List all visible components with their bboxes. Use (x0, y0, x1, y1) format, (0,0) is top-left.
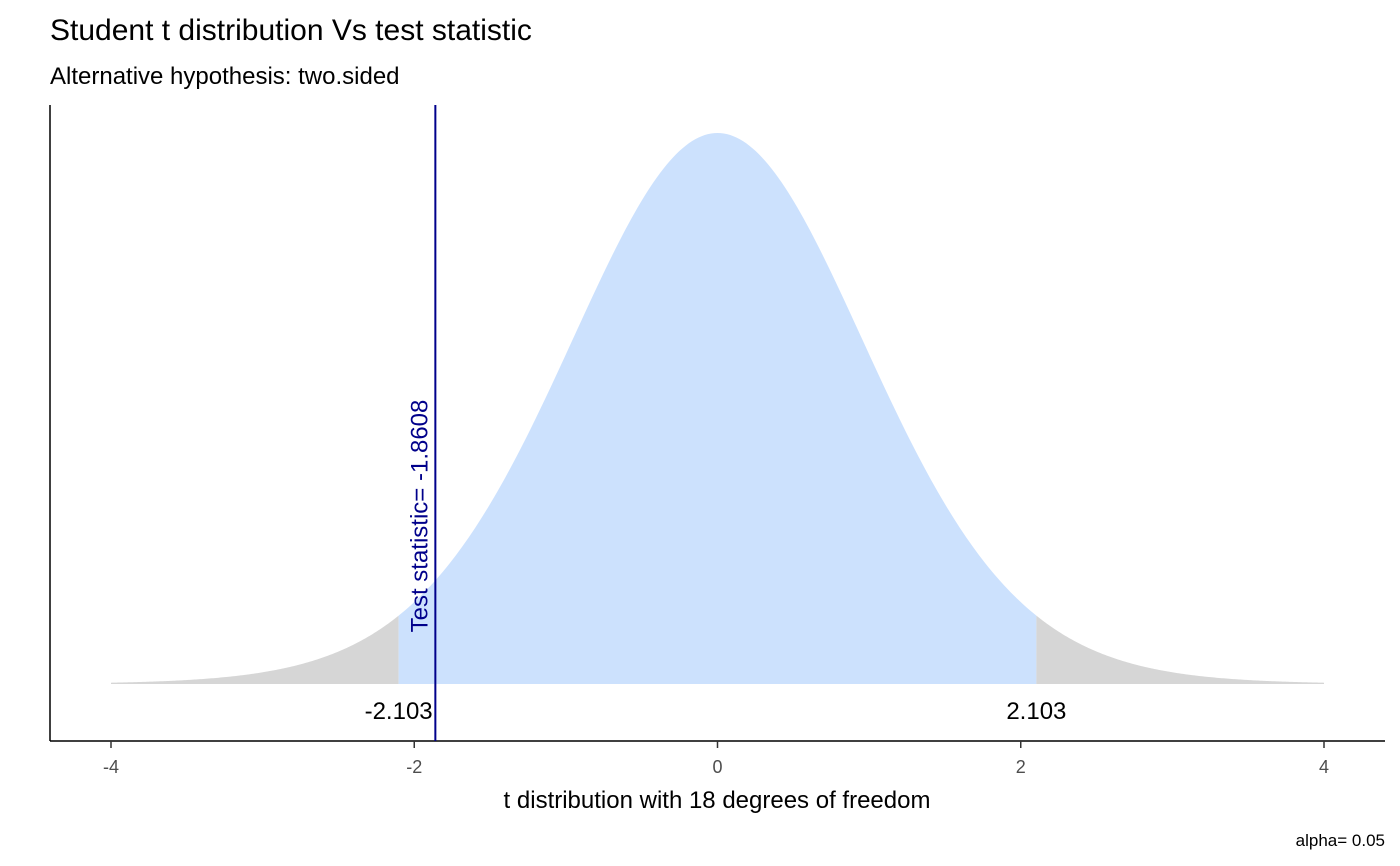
rejection-region-left (111, 615, 399, 684)
alpha-caption: alpha= 0.05 (1296, 831, 1385, 850)
acceptance-region (398, 133, 1037, 684)
chart-subtitle: Alternative hypothesis: two.sided (50, 63, 400, 90)
x-axis-ticks: -4 -2 0 2 4 (103, 741, 1329, 777)
x-tick-label: -4 (103, 757, 119, 777)
x-axis-label: t distribution with 18 degrees of freedo… (504, 787, 931, 814)
x-tick-label: 2 (1016, 757, 1026, 777)
critical-value-labels: -2.103 2.103 (365, 698, 1067, 725)
critical-value-label-left: -2.103 (365, 698, 433, 725)
chart-title: Student t distribution Vs test statistic (50, 14, 532, 47)
rejection-region-right (1036, 615, 1324, 684)
x-tick-label: 0 (712, 757, 722, 777)
x-tick-label: -2 (406, 757, 422, 777)
critical-value-label-right: 2.103 (1006, 698, 1066, 725)
test-statistic-label: Test statistic= -1.8608 (406, 400, 433, 633)
x-tick-label: 4 (1319, 757, 1329, 777)
density-regions (111, 133, 1324, 684)
